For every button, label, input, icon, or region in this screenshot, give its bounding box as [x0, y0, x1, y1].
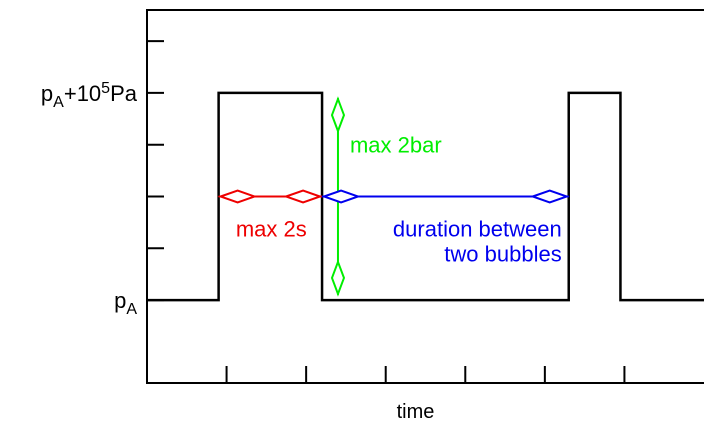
max-2s-annotation: max 2s [236, 217, 307, 242]
max-2bar-annotation: max 2bar [350, 133, 442, 158]
annotations-layer: max 2bar max 2s duration between two bubble… [217, 96, 570, 297]
x-axis-label: time [397, 401, 435, 423]
duration-between-bubbles-annotation: duration between two bubbles [393, 217, 562, 267]
arrowhead-diamond-left [217, 189, 258, 204]
arrowhead-diamond-right [529, 189, 570, 204]
axes: pA pA+105Pa [41, 9, 704, 384]
arrowhead-diamond-bottom [330, 259, 346, 297]
y-tick-label: pA+105Pa [41, 80, 138, 111]
arrowhead-diamond-right [283, 189, 324, 204]
y-tick-label: pA [114, 288, 137, 318]
arrowhead-diamond-top [330, 96, 346, 134]
arrowhead-diamond-left [321, 189, 362, 204]
